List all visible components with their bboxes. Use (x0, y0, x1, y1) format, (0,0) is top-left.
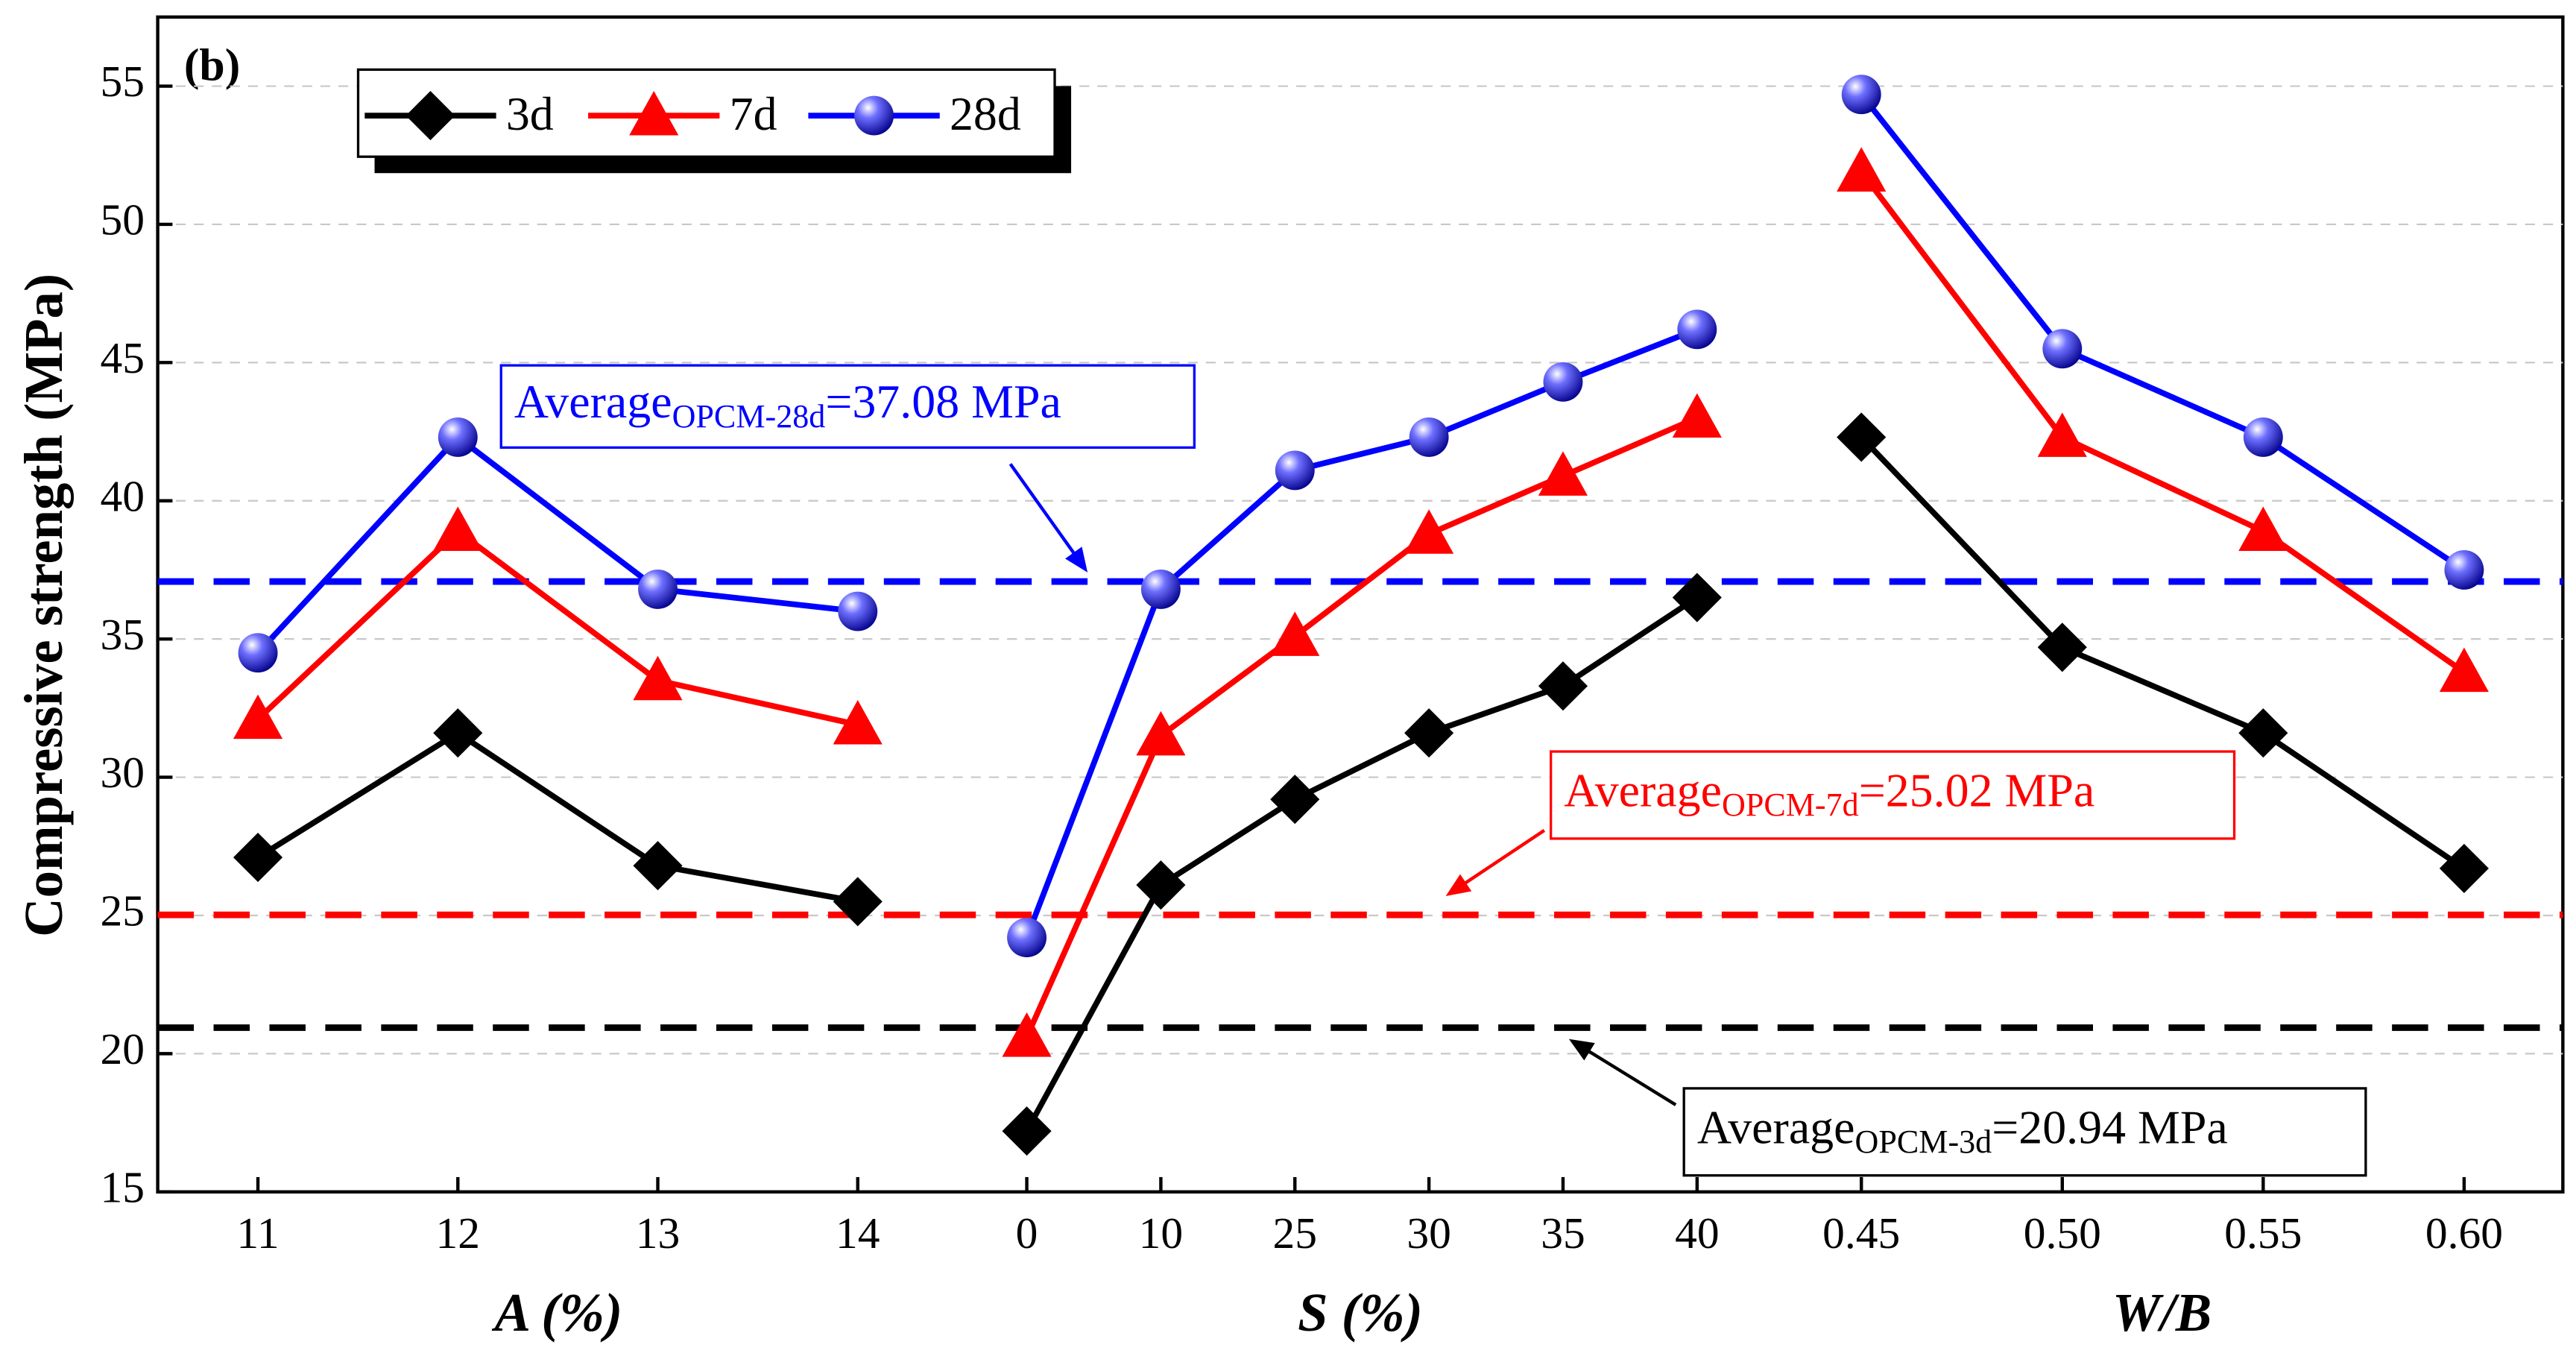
series-line (1023, 327, 1699, 939)
x-axis-label: A (%) (492, 1282, 623, 1343)
annotation-arrow (1456, 829, 1546, 891)
x-tick-label: 0.45 (1822, 1208, 1900, 1258)
marker (633, 655, 683, 701)
annotation-text: AverageOPCM-28d=37.08 MPa (514, 375, 1061, 435)
series-line (1024, 414, 1699, 1038)
marker (629, 91, 679, 136)
marker (433, 506, 483, 551)
marker (1404, 509, 1454, 554)
annotation-arrow (1579, 1044, 1677, 1106)
x-tick-label: 35 (1541, 1208, 1585, 1258)
y-tick-label: 55 (100, 57, 145, 106)
legend-label: 28d (950, 87, 1021, 140)
marker (1672, 393, 1722, 438)
marker (433, 708, 483, 758)
marker (2439, 647, 2489, 693)
marker (238, 633, 278, 673)
marker (1140, 569, 1181, 609)
marker (1409, 417, 1449, 457)
marker (1672, 573, 1722, 622)
marker (1837, 412, 1887, 462)
marker (1002, 1106, 1052, 1156)
marker (833, 877, 883, 927)
x-tick-label: 11 (236, 1208, 279, 1258)
annotation-box (1682, 1087, 2367, 1177)
marker (1538, 451, 1588, 496)
annotation-box (499, 364, 1196, 449)
marker (1543, 362, 1583, 402)
annotation-arrowhead (1445, 874, 1472, 897)
plot-frame (156, 15, 2565, 1194)
marker (1270, 775, 1320, 825)
annotation-arrowhead (1568, 1038, 1595, 1061)
x-tick-label: 0.50 (2024, 1208, 2101, 1258)
y-tick-label: 45 (100, 333, 145, 382)
marker (1002, 1012, 1052, 1057)
x-tick-label: 30 (1407, 1208, 1450, 1258)
marker (1136, 710, 1186, 756)
marker (1837, 147, 1887, 192)
x-tick-label: 0 (1016, 1208, 1038, 1258)
marker (854, 95, 894, 136)
y-tick-label: 35 (100, 610, 145, 659)
x-tick-label: 10 (1139, 1208, 1184, 1258)
series-line (256, 433, 859, 655)
marker (2444, 550, 2484, 590)
series-line (1024, 595, 1699, 1133)
legend-label: 3d (506, 87, 554, 140)
series-line (1859, 170, 2466, 675)
x-axis-label: W/B (2112, 1282, 2212, 1343)
marker (638, 569, 678, 609)
marker (1404, 708, 1454, 758)
y-axis-label: Compressive strength (MPa) (13, 274, 74, 937)
x-tick-label: 40 (1675, 1208, 1720, 1258)
annotation-text: AverageOPCM-7d=25.02 MPa (1564, 763, 2094, 823)
marker (1677, 309, 1717, 350)
marker (1538, 661, 1588, 711)
y-tick-label: 15 (100, 1162, 145, 1211)
series-line (1859, 435, 2466, 871)
marker (2439, 843, 2489, 893)
marker (2037, 412, 2087, 457)
annotation-box (1550, 750, 2236, 840)
y-tick-label: 40 (100, 471, 145, 520)
x-tick-label: 14 (836, 1208, 880, 1258)
marker (1275, 450, 1315, 491)
marker (2243, 417, 2283, 457)
series-line (1859, 92, 2466, 573)
y-tick-label: 30 (100, 748, 145, 797)
marker (233, 833, 283, 883)
y-tick-label: 25 (100, 886, 145, 936)
annotation-text: AverageOPCM-3d=20.94 MPa (1697, 1100, 2228, 1160)
marker (1270, 611, 1320, 656)
x-tick-label: 25 (1273, 1208, 1318, 1258)
series-line (256, 527, 859, 728)
annotation-arrowhead (1065, 546, 1088, 573)
marker (2037, 622, 2087, 672)
marker (2238, 708, 2288, 758)
legend-label: 7d (730, 87, 777, 140)
marker (1007, 918, 1046, 958)
x-tick-label: 13 (636, 1208, 681, 1258)
y-tick-label: 50 (100, 195, 145, 245)
marker (633, 841, 683, 891)
marker (2238, 506, 2288, 551)
marker (833, 700, 883, 745)
x-tick-label: 12 (436, 1208, 481, 1258)
annotation-arrow (1008, 463, 1082, 563)
x-tick-label: 0.55 (2224, 1208, 2302, 1258)
y-tick-label: 20 (100, 1024, 145, 1074)
marker (233, 694, 283, 740)
marker (838, 591, 878, 631)
x-axis-label: S (%) (1298, 1282, 1423, 1343)
marker (438, 417, 478, 457)
marker (1136, 860, 1186, 910)
series-line (256, 729, 859, 905)
chart-title: (b) (184, 40, 240, 91)
marker (2042, 329, 2083, 369)
x-tick-label: 0.60 (2425, 1208, 2503, 1258)
marker (1841, 75, 1881, 115)
